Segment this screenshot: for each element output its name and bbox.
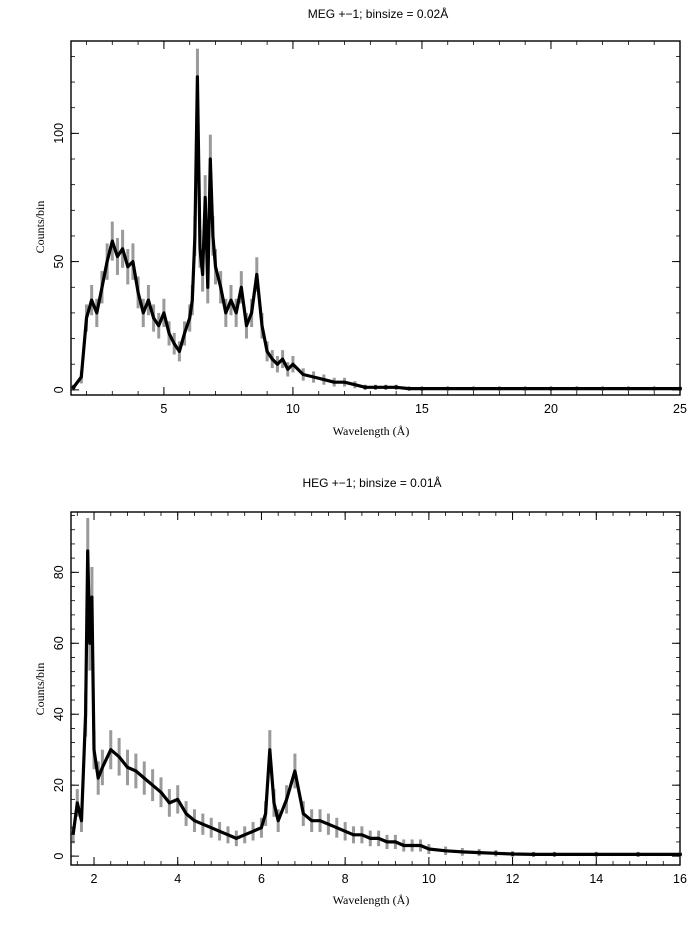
heg-data-point — [531, 852, 536, 857]
meg-data-point — [71, 385, 76, 390]
meg-data-point — [394, 385, 399, 390]
heg-y-tick-label: 20 — [52, 778, 66, 792]
heg-error-bars — [71, 518, 682, 857]
meg-data-point — [383, 385, 388, 390]
meg-data-point — [373, 385, 378, 390]
heg-axis-ticks: 2 4 6 8 10 12 14 16 0 20 40 60 80 — [52, 512, 687, 886]
heg-x-tick-label: 8 — [342, 872, 349, 886]
heg-x-axis-label: Wavelength (Å) — [333, 893, 410, 907]
heg-data-point — [477, 850, 482, 855]
meg-y-axis-label: Counts/bin — [33, 201, 47, 254]
heg-panel: HEG +−1; binsize = 0.01Å 2 4 6 8 10 12 14 16 0 20… — [33, 475, 687, 907]
meg-data-point — [497, 386, 502, 391]
heg-x-tick-label: 16 — [673, 872, 687, 886]
heg-x-tick-label: 6 — [258, 872, 265, 886]
heg-data-point — [552, 852, 557, 857]
heg-y-axis-label: Counts/bin — [33, 663, 47, 716]
meg-data-point — [419, 386, 424, 391]
heg-data-point — [636, 852, 641, 857]
meg-x-tick-label: 25 — [673, 402, 687, 416]
heg-x-tick-label: 10 — [422, 872, 436, 886]
heg-data-point — [510, 852, 515, 857]
meg-plot-frame — [70, 40, 681, 396]
meg-data-point — [363, 385, 368, 390]
meg-x-tick-label: 10 — [286, 402, 300, 416]
meg-data-point — [548, 386, 553, 391]
meg-x-tick-label: 5 — [160, 402, 167, 416]
meg-data-point — [445, 386, 450, 391]
meg-y-tick-label: 50 — [52, 255, 66, 269]
meg-data-point — [471, 386, 476, 391]
meg-data-point — [574, 386, 579, 391]
meg-data-point — [407, 386, 412, 391]
heg-spectrum-line — [71, 549, 680, 856]
meg-x-axis-label: Wavelength (Å) — [333, 424, 410, 438]
heg-x-tick-label: 4 — [174, 872, 181, 886]
heg-plot-frame — [70, 511, 681, 866]
meg-data-point — [600, 386, 605, 391]
meg-x-tick-label: 15 — [415, 402, 429, 416]
meg-x-tick-label: 20 — [544, 402, 558, 416]
heg-x-tick-label: 2 — [91, 872, 98, 886]
meg-title: MEG +−1; binsize = 0.02Å — [308, 6, 448, 21]
meg-data-point — [523, 386, 528, 391]
heg-data-point — [594, 852, 599, 857]
heg-y-tick-label: 60 — [52, 636, 66, 650]
meg-data-point — [652, 386, 657, 391]
meg-spectrum-line — [72, 75, 680, 391]
meg-y-tick-label: 100 — [52, 123, 66, 144]
heg-y-tick-label: 40 — [52, 707, 66, 721]
meg-panel: MEG +−1; binsize = 0.02Å 5 10 15 20 25 0 50 100… — [33, 6, 687, 438]
heg-x-tick-label: 12 — [506, 872, 520, 886]
heg-y-tick-label: 80 — [52, 565, 66, 579]
heg-data-point — [678, 852, 682, 857]
meg-axis-ticks: 5 10 15 20 25 0 50 100 — [52, 41, 687, 416]
heg-x-tick-label: 14 — [589, 872, 603, 886]
meg-y-tick-label: 0 — [52, 386, 66, 393]
meg-error-bars — [72, 48, 682, 391]
meg-data-point — [678, 386, 682, 391]
meg-data-point — [626, 386, 631, 391]
heg-y-tick-label: 0 — [52, 853, 66, 860]
heg-data-point — [493, 851, 498, 856]
heg-title: HEG +−1; binsize = 0.01Å — [302, 475, 441, 490]
